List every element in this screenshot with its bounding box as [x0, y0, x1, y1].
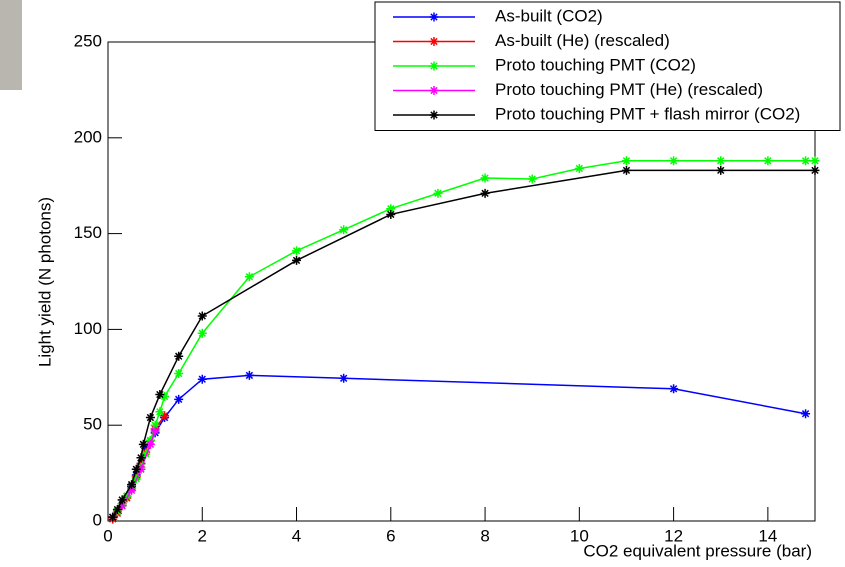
legend-marker: [429, 12, 439, 22]
data-point: [339, 373, 349, 383]
x-axis-title: CO2 equivalent pressure (bar): [583, 541, 812, 560]
x-tick-label: 6: [386, 526, 395, 545]
legend-marker: [429, 37, 439, 46]
data-point: [160, 411, 170, 421]
data-point: [150, 420, 160, 430]
x-tick-label: 2: [198, 526, 207, 545]
data-point: [122, 491, 132, 501]
y-tick-label: 100: [74, 319, 102, 338]
x-tick-label: 4: [292, 526, 301, 545]
data-point: [127, 480, 137, 490]
data-point: [108, 512, 118, 522]
data-point: [621, 156, 631, 166]
data-point: [127, 485, 137, 495]
data-point: [810, 156, 820, 166]
data-point: [480, 188, 490, 198]
legend-label: Proto touching PMT (He) (rescaled): [495, 80, 763, 99]
data-point: [136, 464, 146, 474]
data-point: [716, 156, 726, 166]
data-point: [145, 413, 155, 423]
legend-label: Proto touching PMT + flash mirror (CO2): [495, 104, 800, 123]
data-point: [112, 505, 122, 515]
data-point: [174, 351, 184, 361]
data-point: [810, 165, 820, 175]
data-point: [386, 209, 396, 219]
y-tick-label: 50: [83, 415, 102, 434]
data-point: [150, 426, 160, 436]
data-point: [292, 246, 302, 256]
x-tick-label: 8: [480, 526, 489, 545]
data-point: [155, 390, 165, 400]
data-point: [244, 370, 254, 380]
data-point: [801, 156, 811, 166]
data-point: [155, 407, 165, 417]
y-tick-label: 200: [74, 127, 102, 146]
data-point: [339, 225, 349, 235]
data-point: [174, 394, 184, 404]
y-tick-label: 250: [74, 31, 102, 50]
data-point: [801, 409, 811, 419]
data-point: [433, 188, 443, 198]
legend-marker: [429, 61, 439, 71]
series-line: [112, 169, 815, 518]
photo-fragment: [0, 0, 22, 90]
series-line: [112, 374, 806, 518]
data-point: [197, 328, 207, 338]
data-point: [527, 174, 537, 184]
data-point: [292, 255, 302, 265]
y-tick-label: 0: [93, 510, 102, 529]
data-point: [716, 165, 726, 175]
legend-marker: [429, 86, 439, 95]
data-point: [574, 163, 584, 173]
legend-label: As-built (CO2): [495, 6, 603, 25]
legend-label: As-built (He) (rescaled): [495, 31, 670, 50]
y-tick-label: 150: [74, 223, 102, 242]
data-point: [174, 368, 184, 378]
data-point: [669, 156, 679, 166]
data-point: [160, 391, 170, 401]
data-point: [763, 156, 773, 166]
data-point: [669, 384, 679, 394]
data-point: [480, 173, 490, 183]
data-point: [117, 495, 127, 505]
data-point: [197, 374, 207, 384]
legend-label: Proto touching PMT (CO2): [495, 55, 696, 74]
data-point: [621, 165, 631, 175]
series-line: [112, 160, 815, 518]
data-point: [138, 439, 148, 449]
data-point: [117, 501, 127, 511]
data-point: [136, 453, 146, 463]
x-tick-label: 10: [570, 526, 589, 545]
x-tick-label: 14: [758, 526, 777, 545]
legend-marker: [429, 110, 439, 120]
data-point: [244, 272, 254, 282]
data-point: [131, 464, 141, 474]
x-tick-label: 12: [664, 526, 683, 545]
data-point: [145, 439, 155, 449]
x-tick-label: 0: [103, 526, 112, 545]
data-point: [197, 311, 207, 321]
data-point: [386, 204, 396, 214]
y-axis-title: Light yield (N photons): [35, 197, 54, 367]
data-point: [141, 449, 151, 459]
